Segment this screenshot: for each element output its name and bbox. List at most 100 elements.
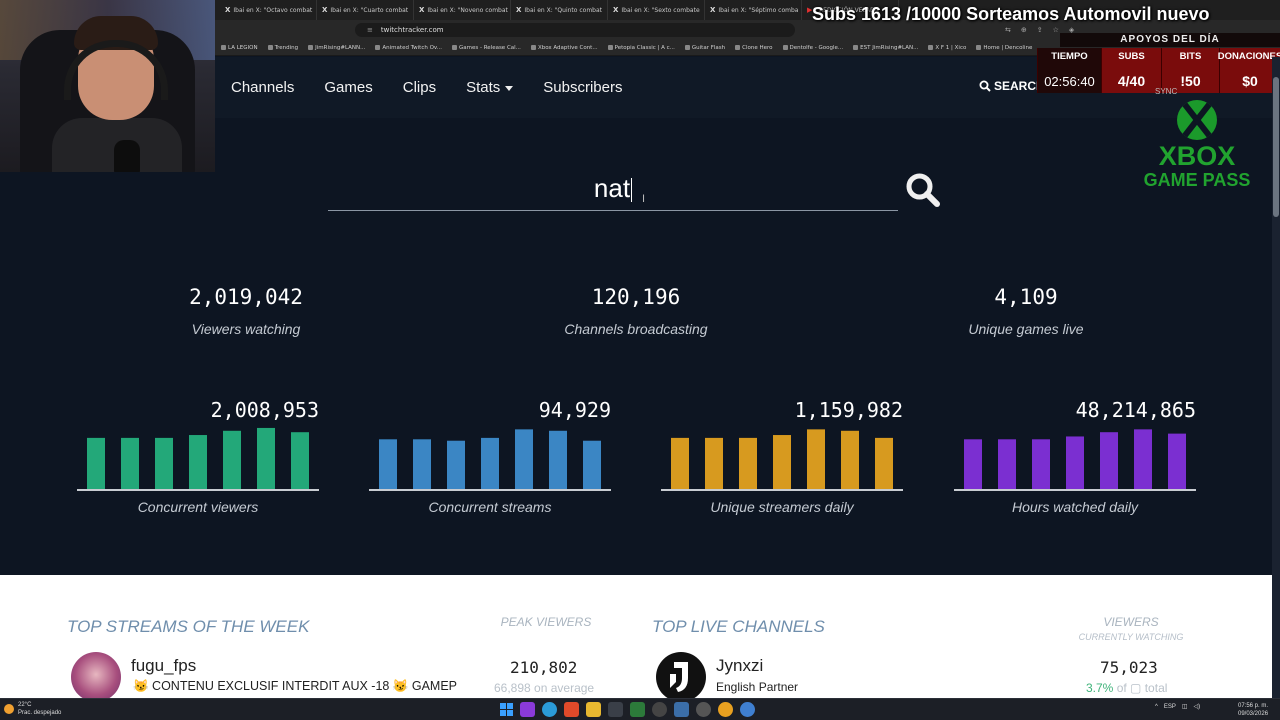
chart-bar[interactable] xyxy=(1168,433,1186,489)
chevron-up-icon[interactable]: ^ xyxy=(1155,703,1158,710)
chart-baseline xyxy=(369,489,611,491)
chart-bar[interactable] xyxy=(739,437,757,489)
bookmark-item[interactable]: Trending xyxy=(267,45,298,51)
chart-bar[interactable] xyxy=(1100,432,1118,489)
chart-bar[interactable] xyxy=(964,439,982,489)
share-icon[interactable]: ⇪ xyxy=(1036,27,1043,34)
windows-start-icon[interactable] xyxy=(500,703,513,716)
bookmark-item[interactable]: Games - Release Cal... xyxy=(451,44,521,51)
chart-bar[interactable] xyxy=(291,432,309,489)
bookmark-label: Xbox Adaptive Cont... xyxy=(537,44,598,51)
peak-viewers-header: PEAK VIEWERS xyxy=(500,615,592,629)
browser-tab[interactable]: X Ibai en X: "Noveno combat xyxy=(414,0,511,20)
browser-tab[interactable]: X Ibai en X: "Sexto combate xyxy=(608,0,705,20)
bookmark-item[interactable]: LA LEGION xyxy=(221,45,258,51)
chart-hours-watched[interactable]: 48,214,865 Hours watched daily xyxy=(954,398,1196,518)
support-title: APOYOS DEL DÍA xyxy=(1060,33,1280,47)
chart-bar[interactable] xyxy=(1134,429,1152,489)
bookmark-label: Dentolfe - Google... xyxy=(789,44,844,51)
live-channel-name[interactable]: Jynxzi xyxy=(716,656,764,675)
scrollbar-thumb[interactable] xyxy=(1273,77,1279,217)
extension-icon[interactable]: ◈ xyxy=(1068,27,1075,34)
bookmark-item[interactable]: Petopia Classic | A c... xyxy=(607,45,675,51)
avatar[interactable] xyxy=(71,652,121,702)
brave-browser-icon[interactable] xyxy=(564,702,579,717)
chart-unique-streamers[interactable]: 1,159,982 Unique streamers daily xyxy=(661,398,903,518)
bookmark-item[interactable]: JimRising#LANN... xyxy=(308,45,365,51)
chart-bar[interactable] xyxy=(155,437,173,489)
bookmark-item[interactable]: Home | Dencoline xyxy=(976,45,1032,51)
nav-stats[interactable]: Stats xyxy=(466,79,514,96)
bookmark-label: Guitar Flash xyxy=(691,44,726,51)
zoom-icon[interactable]: ⊕ xyxy=(1020,27,1027,34)
media-player-icon[interactable] xyxy=(652,702,667,717)
network-icon[interactable]: ◫ xyxy=(1181,704,1188,710)
chart-bar[interactable] xyxy=(875,437,893,489)
browser-tab[interactable]: X Ibai en X: "Cuarto combat xyxy=(317,0,414,20)
top-live-title[interactable]: TOP LIVE CHANNELS xyxy=(652,617,825,636)
chrome-browser-icon[interactable] xyxy=(718,702,733,717)
chart-bar[interactable] xyxy=(671,437,689,489)
chart-bar[interactable] xyxy=(773,435,791,489)
search-icon[interactable] xyxy=(905,172,941,208)
chart-bar[interactable] xyxy=(1032,439,1050,489)
chart-bar[interactable] xyxy=(1066,436,1084,489)
app-icon[interactable] xyxy=(630,702,645,717)
chart-bar[interactable] xyxy=(121,437,139,489)
browser-tab[interactable]: X Ibai en X: "Quinto combat xyxy=(511,0,608,20)
browser-tab[interactable]: X Ibai en X: "Octavo combat xyxy=(220,0,317,20)
chart-bar[interactable] xyxy=(447,440,465,489)
chart-bar[interactable] xyxy=(223,430,241,489)
chart-bar[interactable] xyxy=(87,437,105,489)
address-bar[interactable]: ≡ twitchtracker.com xyxy=(355,23,795,37)
chart-bar[interactable] xyxy=(841,430,859,489)
edge-browser-icon[interactable] xyxy=(542,702,557,717)
bookmark-star-icon[interactable]: ☆ xyxy=(1052,27,1059,34)
language-indicator[interactable]: ESP xyxy=(1163,703,1176,710)
twitch-app-icon[interactable] xyxy=(520,702,535,717)
stream-channel-name[interactable]: fugu_fps xyxy=(131,656,197,675)
app-icon[interactable] xyxy=(696,702,711,717)
bookmark-item[interactable]: Guitar Flash xyxy=(684,44,726,51)
translate-icon[interactable]: ⇆ xyxy=(1005,27,1011,34)
chart-bar[interactable] xyxy=(583,440,601,489)
nav-games[interactable]: Games xyxy=(324,79,373,96)
page-scrollbar[interactable] xyxy=(1272,57,1280,698)
bookmark-label: Games - Release Cal... xyxy=(458,44,521,51)
top-streams-title[interactable]: TOP STREAMS OF THE WEEK xyxy=(67,617,310,636)
chart-bar[interactable] xyxy=(549,430,567,489)
bookmark-item[interactable]: Dentolfe - Google... xyxy=(782,44,844,51)
nav-clips[interactable]: Clips xyxy=(402,79,437,96)
browser-tab[interactable]: X Ibai en X: "Séptimo comba xyxy=(705,0,802,20)
chart-bar[interactable] xyxy=(515,429,533,489)
bookmark-item[interactable]: Xbox Adaptive Cont... xyxy=(530,44,598,51)
nav-search-link[interactable]: SEARCH xyxy=(979,79,1045,93)
settings-gear-icon[interactable] xyxy=(674,702,689,717)
chart-bar[interactable] xyxy=(807,429,825,489)
chart-bar[interactable] xyxy=(481,437,499,489)
browser-tab[interactable]: ▶ PREDICCIÓN VELADA xyxy=(802,0,899,20)
chart-bar[interactable] xyxy=(379,439,397,489)
steam-icon[interactable] xyxy=(740,702,755,717)
nav-channels[interactable]: Channels xyxy=(231,79,295,96)
chart-bar[interactable] xyxy=(189,435,207,489)
bookmark-item[interactable]: Clone Hero xyxy=(735,45,773,51)
chart-bar[interactable] xyxy=(257,427,275,489)
chart-bar[interactable] xyxy=(705,437,723,489)
channel-search-input[interactable]: nat xyxy=(328,165,898,211)
bookmark-item[interactable]: Animated Twitch Ov... xyxy=(375,45,442,51)
app-icon[interactable] xyxy=(608,702,623,717)
bookmark-favicon-icon xyxy=(530,45,536,50)
chart-concurrent-streams[interactable]: 94,929 Concurrent streams xyxy=(369,398,611,518)
bookmark-item[interactable]: EST JimRising#LAN... xyxy=(853,45,918,51)
system-clock[interactable]: 07:56 p. m. 09/03/2026 xyxy=(1238,702,1268,718)
volume-icon[interactable]: ◁) xyxy=(1193,704,1201,710)
chart-bar[interactable] xyxy=(413,439,431,489)
bookmark-item[interactable]: X F 1 | Xico xyxy=(928,45,966,51)
chart-concurrent-viewers[interactable]: 2,008,953 Concurrent viewers xyxy=(77,398,319,518)
chart-bar[interactable] xyxy=(998,439,1016,489)
avatar[interactable] xyxy=(656,652,706,702)
nav-subscribers[interactable]: Subscribers xyxy=(543,79,623,96)
weather-widget[interactable]: 22°C Prac. despejado xyxy=(4,701,61,717)
file-explorer-icon[interactable] xyxy=(586,702,601,717)
